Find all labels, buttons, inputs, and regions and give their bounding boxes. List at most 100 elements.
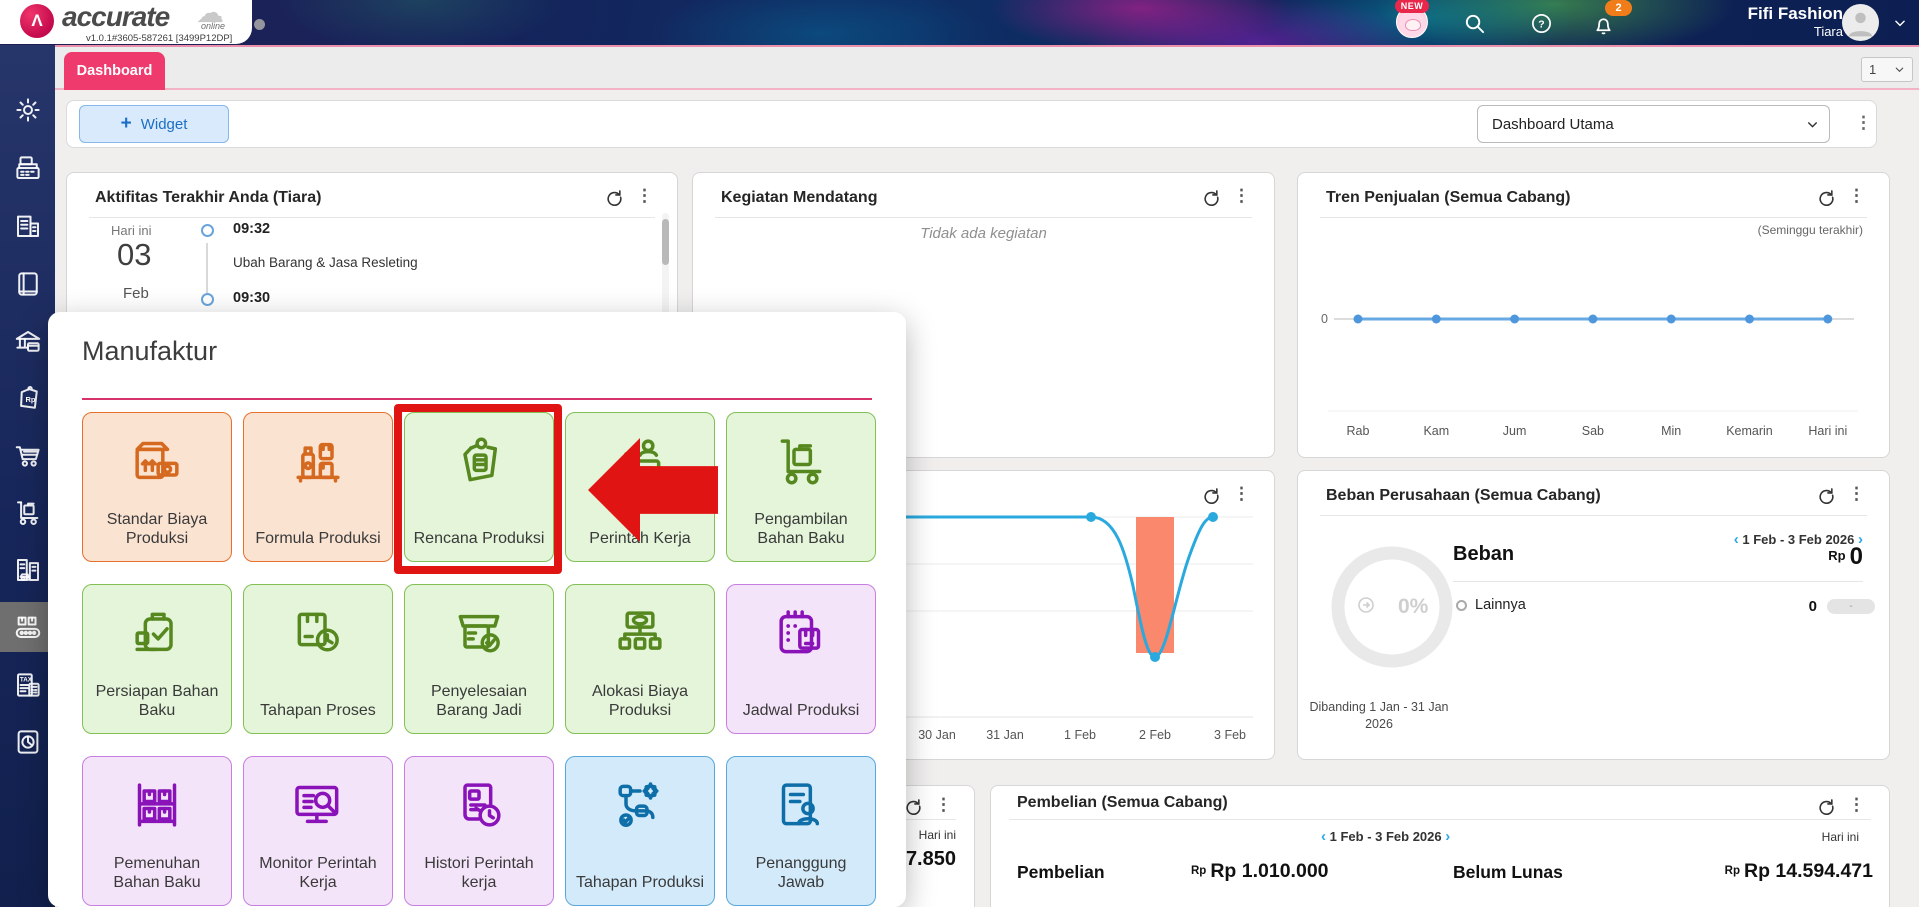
annotation-highlight-rect [394,404,562,574]
sidebar-item-cash-register[interactable] [0,143,55,193]
card-menu-dots[interactable]: ⋮ [1233,186,1250,206]
card-menu-dots[interactable]: ⋮ [935,795,952,815]
mascot-face-icon [1405,19,1421,31]
tile-pengambilan-bahan-baku[interactable]: Pengambilan Bahan Baku [726,412,876,562]
monitor-search-icon [290,777,346,833]
tile-jadwal-produksi[interactable]: Jadwal Produksi [726,584,876,734]
refresh-icon[interactable] [604,187,623,211]
scrollbar-thumb[interactable] [662,219,669,265]
svg-text:Rab: Rab [1347,424,1370,438]
tile-pemenuhan-bahan-baku[interactable]: Pemenuhan Bahan Baku [82,756,232,906]
divider [89,217,655,218]
handtruck-icon [13,498,43,528]
activity-date-label: Hari ini [111,223,151,238]
refresh-icon[interactable] [1816,485,1835,509]
svg-text:3 Feb: 3 Feb [1214,728,1246,742]
page-indicator-select[interactable]: 1 [1861,57,1913,82]
new-badge: NEW [1395,0,1429,13]
activity-text[interactable]: Ubah Barang & Jasa Resleting [233,255,418,270]
card-menu-dots[interactable]: ⋮ [636,186,653,206]
user-company: Tiara [1748,24,1843,40]
tab-dashboard[interactable]: Dashboard [64,52,165,90]
legend-value: 0 [1809,598,1817,615]
search-icon[interactable] [1463,12,1486,40]
dashboard-select-value: Dashboard Utama [1492,116,1614,133]
notification-count-badge: 2 [1605,0,1632,16]
tile-standar-biaya-produksi[interactable]: Standar Biaya Produksi [82,412,232,562]
box-money-icon [129,433,185,489]
tile-persiapan-bahan-baku[interactable]: Persiapan Bahan Baku [82,584,232,734]
sidebar-item-inventory[interactable] [0,488,55,538]
sidebar-item-banking[interactable] [0,317,55,367]
amount: Rp 1.010.000 [1210,860,1328,882]
add-widget-button[interactable]: + Widget [79,105,229,143]
chevron-left-icon[interactable]: ‹ [1321,828,1326,845]
tax-document-icon: TAX [13,670,43,700]
tile-label: Monitor Perintah Kerja [250,854,386,893]
card-title: Aktifitas Terakhir Anda (Tiara) [95,189,321,207]
dashboard-select[interactable]: Dashboard Utama [1477,105,1830,143]
activity-date-day: 03 [117,237,151,273]
refresh-icon[interactable] [1816,796,1835,820]
card-menu-dots[interactable]: ⋮ [1848,795,1865,815]
svg-text:Rp: Rp [25,395,35,404]
tile-monitor-perintah-kerja[interactable]: Monitor Perintah Kerja [243,756,393,906]
notification-bell-icon[interactable] [1592,14,1615,42]
version-label: v1.0.1#3605-587261 [3499P12DP] [86,33,232,44]
sidebar-item-settings[interactable] [0,85,55,135]
sidebar-item-purchases[interactable] [0,431,55,481]
timeline-dot-icon [201,293,214,306]
metric1-label: Pembelian [1017,862,1105,883]
user-avatar[interactable] [1842,4,1879,41]
card-menu-dots[interactable]: ⋮ [1848,484,1865,504]
refresh-icon[interactable] [1201,187,1220,211]
manufaktur-dialog: Manufaktur Standar Biaya ProduksiFormula… [48,312,906,907]
sidebar-nav: Rp TAX [0,45,55,907]
date-range-nav: ‹ 1 Feb - 3 Feb 2026 › [1321,828,1450,845]
shelf-items-icon [290,433,346,489]
svg-text:Kemarin: Kemarin [1726,424,1773,438]
sidebar-item-tax[interactable]: TAX [0,660,55,710]
sidebar-item-fixed-asset[interactable] [0,545,55,595]
timeline-dot-icon [201,224,214,237]
conveyor-icon [13,612,43,642]
help-icon[interactable]: ? [1530,12,1553,40]
user-chevron-down-icon[interactable] [1893,16,1907,35]
svg-text:Min: Min [1661,424,1681,438]
bank-icon [13,327,43,357]
tab-bar: Dashboard 1 [0,47,1919,90]
card-title: Beban Perusahaan (Semua Cabang) [1326,487,1601,505]
sidebar-item-journal[interactable] [0,259,55,309]
period-label: Hari ini [919,828,956,842]
metric1-value: RpRp 1.010.000 [1191,860,1329,883]
box-clock-icon [290,605,346,661]
beban-section-label: Beban [1453,543,1514,566]
sidebar-item-manufacture[interactable] [0,602,55,652]
svg-text:31 Jan: 31 Jan [986,728,1024,742]
tile-formula-produksi[interactable]: Formula Produksi [243,412,393,562]
svg-text:Kam: Kam [1423,424,1449,438]
tile-penyelesaian-barang-jadi[interactable]: Penyelesaian Barang Jadi [404,584,554,734]
svg-text:Jum: Jum [1503,424,1527,438]
sidebar-item-reports[interactable] [0,717,55,767]
chevron-left-icon[interactable]: ‹ [1734,531,1739,548]
tile-alokasi-biaya-produksi[interactable]: Alokasi Biaya Produksi [565,584,715,734]
tile-penanggung-jawab[interactable]: Penanggung Jawab [726,756,876,906]
tile-histori-perintah-kerja[interactable]: Histori Perintah kerja [404,756,554,906]
rack-boxes-icon [129,777,185,833]
user-block[interactable]: Fifi Fashion Tiara [1748,4,1843,40]
activity-time: 09:32 [233,221,270,237]
tile-tahapan-produksi[interactable]: Tahapan Produksi [565,756,715,906]
sidebar-item-company[interactable] [0,201,55,251]
legend-item-lainnya[interactable]: Lainnya [1456,597,1526,613]
logo-area: Λ accurate ☁ online v1.0.1#3605-587261 [… [0,0,252,44]
calendar-box-icon [773,605,829,661]
divider [1453,581,1863,582]
tile-label: Pemenuhan Bahan Baku [89,854,225,893]
tile-tahapan-proses[interactable]: Tahapan Proses [243,584,393,734]
sidebar-item-pricing[interactable]: Rp [0,374,55,424]
chevron-down-icon [1894,64,1905,75]
chevron-right-icon[interactable]: › [1445,828,1450,845]
legend-label: Lainnya [1475,597,1526,613]
toolbar-menu-dots[interactable]: ⋮ [1855,113,1872,133]
